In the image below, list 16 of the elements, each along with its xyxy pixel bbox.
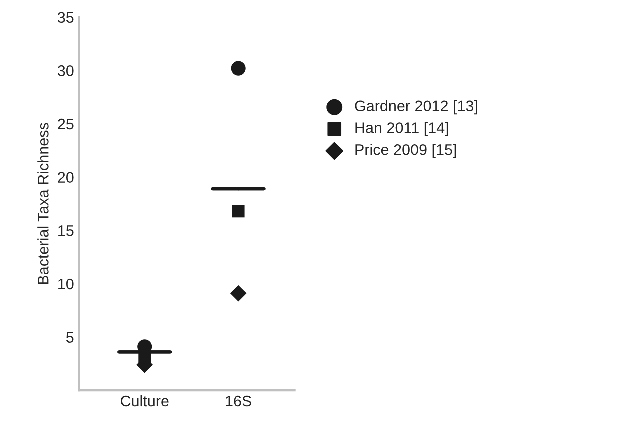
legend-label: Gardner 2012 [13] bbox=[355, 100, 478, 115]
point bbox=[232, 205, 245, 218]
legend-label: Han 2011 [14] bbox=[356, 122, 448, 136]
legend-label: Price 2009 [15] bbox=[356, 144, 456, 158]
point bbox=[230, 285, 247, 302]
y-tick-label: 20 bbox=[58, 172, 74, 184]
y-tick-label: 5 bbox=[66, 332, 74, 343]
y-tick-label: 30 bbox=[58, 66, 74, 76]
y-tick-label: 10 bbox=[58, 278, 74, 290]
x-tick-label: 16S bbox=[226, 396, 252, 407]
y-tick-label: 25 bbox=[58, 118, 74, 130]
y-axis-title: Bacterial Taxa Richness bbox=[38, 123, 49, 284]
y-tick-label: 15 bbox=[58, 226, 74, 236]
x-tick-label: Culture bbox=[121, 395, 169, 407]
y-tick-label: 35 bbox=[58, 12, 74, 24]
point bbox=[231, 61, 246, 76]
